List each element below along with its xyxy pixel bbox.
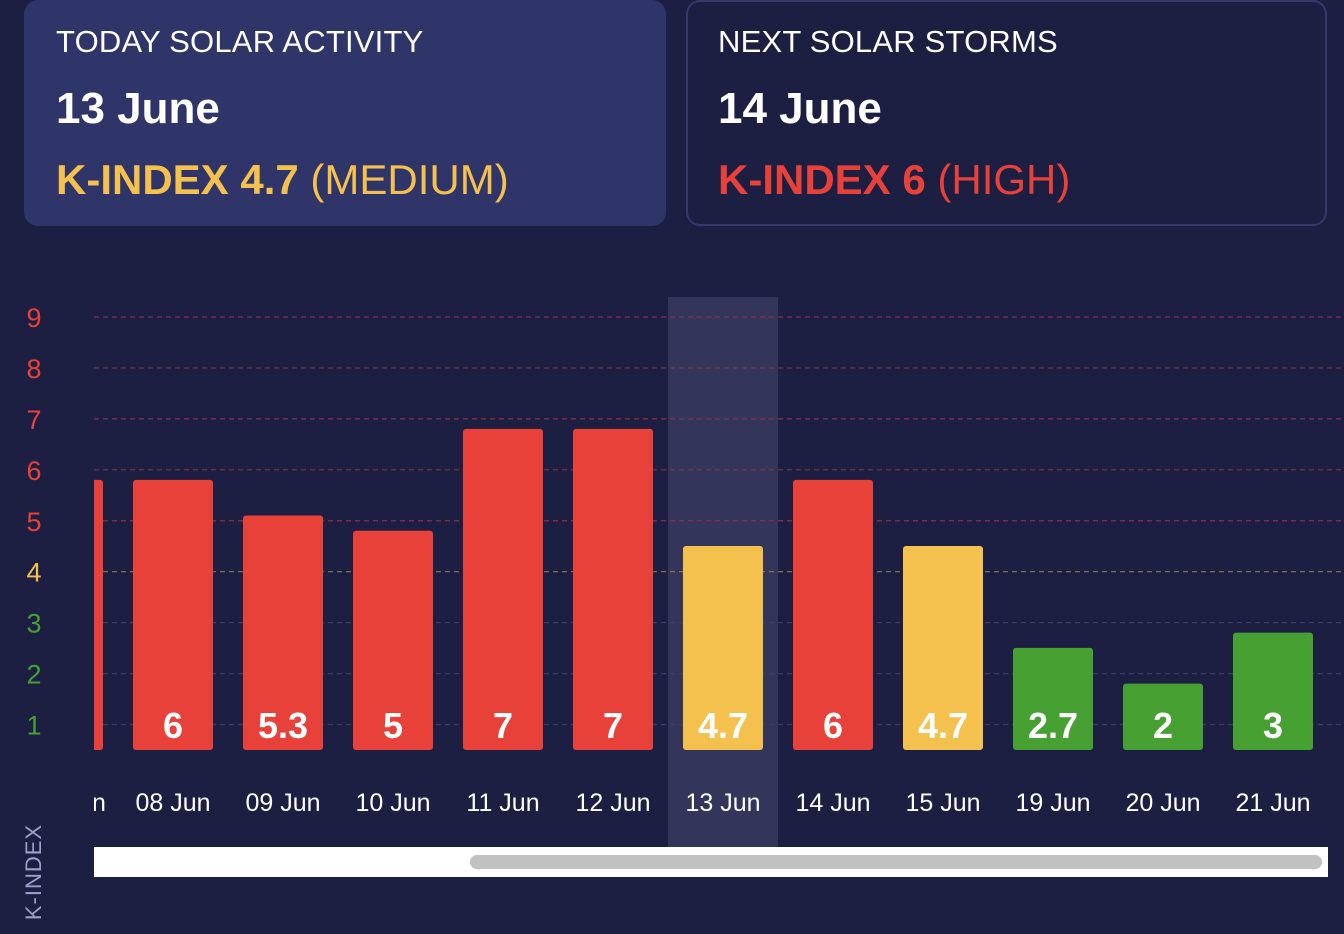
next-kindex-level: (HIGH) [925,156,1071,203]
x-tick-label-11-jun: 11 Jun [466,789,539,817]
x-tick-label-partial: n [92,789,106,817]
next-solar-storms-card: NEXT SOLAR STORMS 14 June K-INDEX 6 (HIG… [686,0,1327,226]
bar-value-label-12-jun: 7 [603,705,623,746]
bar-19-jun [1013,647,1093,750]
bar-value-label-08-jun: 6 [163,705,183,746]
bar-10-jun [353,530,433,750]
bar-value-label-21-jun: 3 [1263,705,1283,746]
x-tick-label-13-jun: 13 Jun [685,789,760,817]
today-kindex-value: K-INDEX 4.7 [56,156,299,203]
today-card-date: 13 June [56,84,220,133]
bar-value-label-19-jun: 2.7 [1028,705,1078,746]
y-tick-label-2: 2 [26,660,41,690]
y-tick-label-8: 8 [26,354,41,384]
today-card-kindex: K-INDEX 4.7 (MEDIUM) [56,159,634,201]
bar-09-jun [243,515,323,750]
x-tick-label-15-jun: 15 Jun [905,789,980,817]
x-tick-label-08-jun: 08 Jun [135,789,210,817]
next-card-date: 14 June [718,84,882,133]
bar-14-jun [793,479,873,750]
bar-08-jun [133,479,213,750]
y-tick-label-3: 3 [26,609,41,639]
bar-12-jun [573,428,653,750]
bar-value-label-09-jun: 5.3 [258,705,308,746]
bar-value-label-11-jun: 7 [493,705,513,746]
next-card-kindex: K-INDEX 6 (HIGH) [718,159,1295,201]
bar-15-jun [903,546,983,750]
y-tick-label-4: 4 [26,558,41,588]
y-tick-label-6: 6 [26,456,41,486]
bar-value-label-14-jun: 6 [823,705,843,746]
next-kindex-value: K-INDEX 6 [718,156,926,203]
y-axis-label: K-INDEX [21,823,46,921]
bars-group: n 6 08 Jun 5.3 09 Jun 5 10 Jun 7 11 Jun 7 12 Jun 4.… [92,428,1313,817]
y-tick-label-1: 1 [26,711,41,741]
x-tick-label-10-jun: 10 Jun [355,789,430,817]
bar-value-label-20-jun: 2 [1153,705,1173,746]
y-tick-label-9: 9 [26,303,41,333]
bar-value-label-13-jun: 4.7 [698,705,748,746]
bar-11-jun [463,428,543,750]
x-tick-label-20-jun: 20 Jun [1125,789,1200,817]
x-tick-label-19-jun: 19 Jun [1015,789,1090,817]
x-tick-label-09-jun: 09 Jun [245,789,320,817]
bar-21-jun [1233,632,1313,750]
y-tick-label-7: 7 [26,405,41,435]
next-card-title: NEXT SOLAR STORMS [718,24,1058,59]
x-tick-label-12-jun: 12 Jun [575,789,650,817]
today-solar-activity-card: TODAY SOLAR ACTIVITY 13 June K-INDEX 4.7… [24,0,666,226]
chart-scrollbar-thumb[interactable] [470,855,1322,869]
today-card-title: TODAY SOLAR ACTIVITY [56,24,424,59]
x-tick-label-14-jun: 14 Jun [795,789,870,817]
bar-value-label-15-jun: 4.7 [918,705,968,746]
chart-scrollbar-track[interactable] [94,847,1328,877]
today-kindex-level: (MEDIUM) [298,156,509,203]
bar-partial [94,479,103,750]
y-tick-label-5: 5 [26,507,41,537]
bar-20-jun [1123,683,1203,750]
bar-13-jun [683,546,763,750]
x-tick-label-21-jun: 21 Jun [1235,789,1310,817]
bar-value-label-10-jun: 5 [383,705,403,746]
